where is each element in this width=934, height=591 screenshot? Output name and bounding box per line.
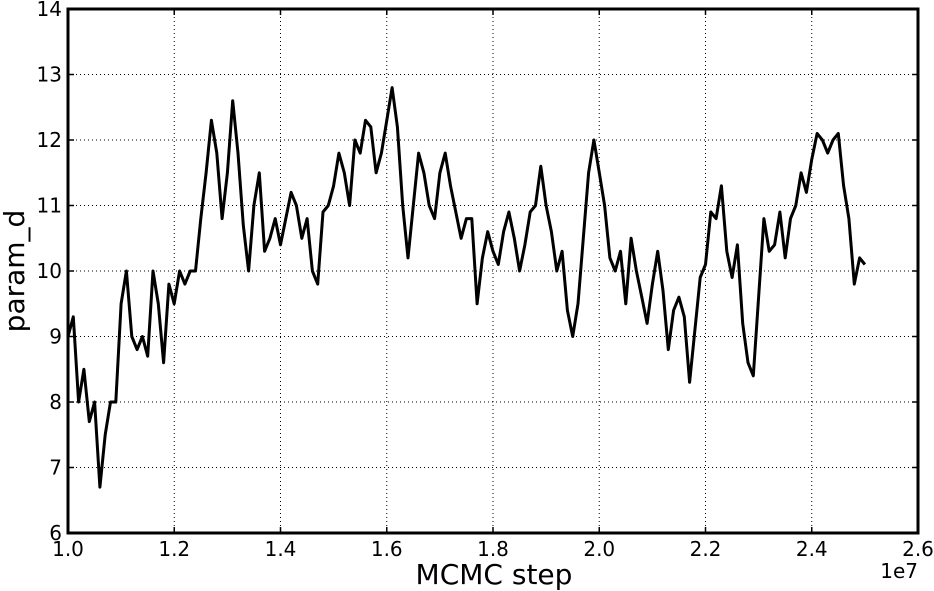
y-tick-label: 9 <box>49 325 62 349</box>
x-axis-label: MCMC step <box>416 558 573 591</box>
y-tick-label: 11 <box>37 194 62 218</box>
y-axis-ticks: 6 7 8 9 10 11 12 13 14 <box>37 0 918 545</box>
x-tick-label: 2.0 <box>583 537 615 561</box>
plot-frame <box>66 7 920 535</box>
y-tick-label: 8 <box>49 390 62 414</box>
y-tick-label: 10 <box>37 259 62 283</box>
x-tick-label: 1.0 <box>52 537 84 561</box>
x-axis-ticks: 1.0 1.2 1.4 1.6 1.8 2.0 2.2 2.4 2.6 <box>52 9 934 561</box>
y-axis-label: param_d <box>0 210 31 333</box>
x-axis-offset-label: 1e7 <box>880 559 918 583</box>
x-tick-label: 2.6 <box>902 537 934 561</box>
x-tick-label: 1.6 <box>371 537 403 561</box>
y-tick-label: 13 <box>37 63 62 87</box>
y-tick-label: 6 <box>49 521 62 545</box>
x-tick-label: 1.8 <box>477 537 509 561</box>
y-tick-label: 12 <box>37 128 62 152</box>
x-tick-label: 1.2 <box>158 537 190 561</box>
x-tick-label: 1.4 <box>265 537 297 561</box>
y-tick-label: 14 <box>37 0 62 21</box>
series-line <box>66 86 867 489</box>
y-tick-label: 7 <box>49 456 62 480</box>
x-tick-label: 2.4 <box>796 537 828 561</box>
x-tick-label: 2.2 <box>690 537 722 561</box>
